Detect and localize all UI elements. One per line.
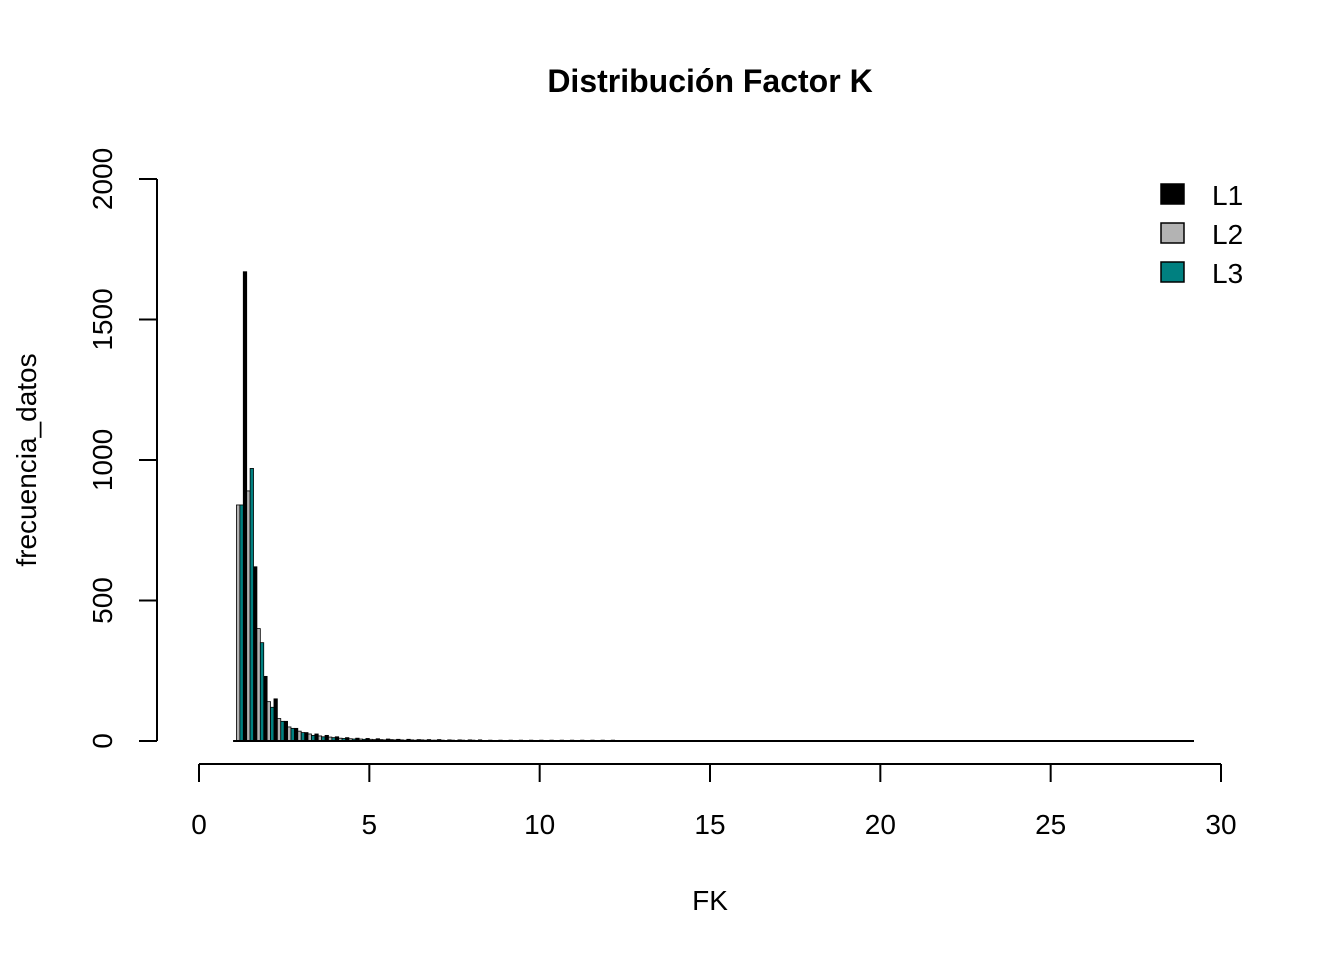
bar-l3-2	[259, 642, 265, 742]
bar-l1-2	[253, 566, 258, 742]
bar-l2-3	[266, 701, 271, 742]
x-axis: 0 5 10 15 20 25 30	[191, 763, 1237, 840]
y-tick-label-4: 2000	[87, 148, 118, 210]
x-tick-label-6: 30	[1205, 809, 1236, 840]
legend-swatch-l2	[1160, 222, 1185, 244]
bar-l2-6	[297, 730, 302, 742]
bar-l3-6	[300, 732, 306, 742]
x-axis-label: FK	[692, 885, 728, 916]
bar-l1-1	[242, 271, 248, 742]
legend: L1 L2 L3	[1160, 180, 1243, 289]
y-tick-label-1: 500	[87, 577, 118, 624]
bar-l3-0	[239, 504, 244, 742]
bars-layer	[233, 271, 1194, 742]
x-tick-label-1: 5	[362, 809, 378, 840]
y-tick-label-0: 0	[87, 733, 118, 749]
chart-title: Distribución Factor K	[547, 63, 872, 99]
y-tick-label-2: 1000	[87, 429, 118, 491]
x-tick-label-2: 10	[524, 809, 555, 840]
bar-l2-4	[276, 718, 282, 742]
bar-l1-5	[283, 720, 288, 742]
bar-l3-4	[280, 720, 285, 742]
y-axis: 0 500 1000 1500 2000	[87, 148, 158, 749]
bar-l3-5	[290, 727, 295, 742]
bar-l1-3	[263, 675, 268, 742]
x-tick-label-3: 15	[694, 809, 725, 840]
bar-l1-7	[304, 732, 309, 742]
y-axis-label: frecuencia_datos	[11, 353, 42, 566]
bar-l1-8	[314, 733, 319, 742]
legend-label-l1: L1	[1212, 180, 1243, 211]
bar-l1-6	[293, 727, 299, 742]
bar-l2-5	[287, 726, 292, 742]
bar-l3-1	[249, 468, 254, 742]
legend-swatch-l1	[1160, 183, 1185, 205]
legend-swatch-l3	[1160, 261, 1185, 283]
x-tick-label-0: 0	[191, 809, 207, 840]
x-tick-label-4: 20	[865, 809, 896, 840]
bar-l2-0	[236, 504, 241, 742]
x-tick-label-5: 25	[1035, 809, 1066, 840]
legend-label-l2: L2	[1212, 219, 1243, 250]
bar-l2-7	[307, 733, 312, 742]
bar-l1-4	[273, 698, 278, 742]
bar-l2-2	[256, 628, 261, 742]
y-tick-label-3: 1500	[87, 288, 118, 350]
legend-label-l3: L3	[1212, 258, 1243, 289]
bar-l2-1	[246, 490, 251, 742]
bar-l3-3	[270, 706, 275, 742]
